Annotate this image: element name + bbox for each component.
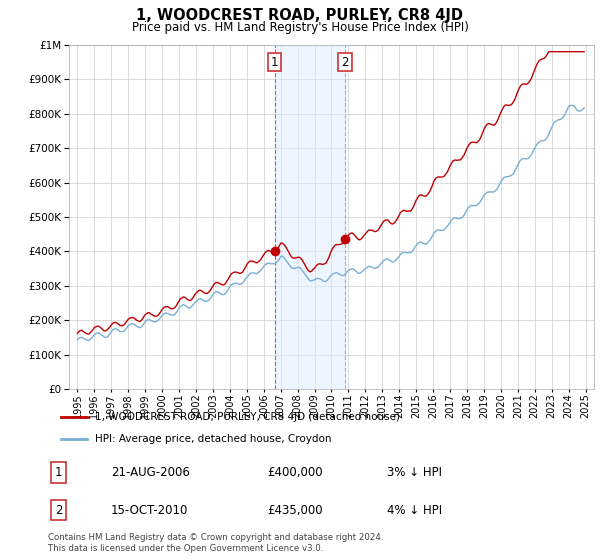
Text: 2: 2 — [341, 55, 349, 68]
Text: Price paid vs. HM Land Registry's House Price Index (HPI): Price paid vs. HM Land Registry's House … — [131, 21, 469, 34]
Text: 1: 1 — [271, 55, 278, 68]
Text: £435,000: £435,000 — [267, 504, 323, 517]
Text: 1, WOODCREST ROAD, PURLEY, CR8 4JD: 1, WOODCREST ROAD, PURLEY, CR8 4JD — [137, 8, 464, 24]
Text: 21-AUG-2006: 21-AUG-2006 — [110, 466, 190, 479]
Text: 15-OCT-2010: 15-OCT-2010 — [110, 504, 188, 517]
Text: 3% ↓ HPI: 3% ↓ HPI — [388, 466, 442, 479]
Text: 2: 2 — [55, 504, 62, 517]
Text: 1: 1 — [55, 466, 62, 479]
Bar — [275, 45, 345, 389]
Text: Contains HM Land Registry data © Crown copyright and database right 2024.
This d: Contains HM Land Registry data © Crown c… — [48, 533, 383, 553]
Text: £400,000: £400,000 — [267, 466, 323, 479]
Text: 4% ↓ HPI: 4% ↓ HPI — [388, 504, 442, 517]
Text: 1, WOODCREST ROAD, PURLEY, CR8 4JD (detached house): 1, WOODCREST ROAD, PURLEY, CR8 4JD (deta… — [95, 412, 400, 422]
Text: HPI: Average price, detached house, Croydon: HPI: Average price, detached house, Croy… — [95, 434, 331, 444]
